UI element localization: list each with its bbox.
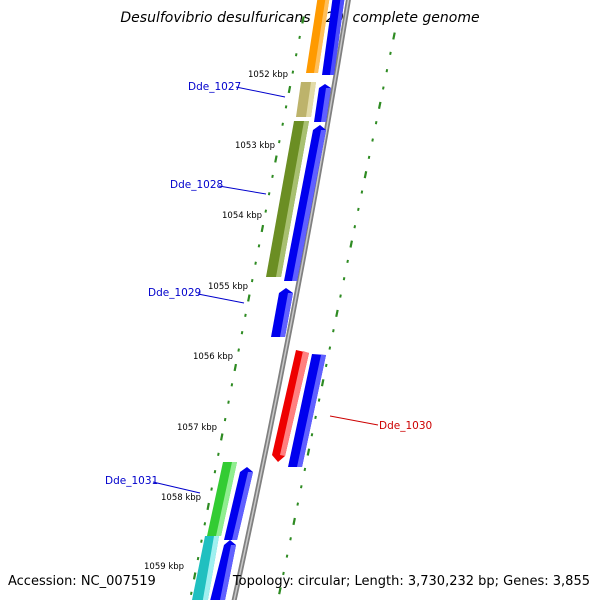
ruler-ticks-inner <box>190 16 305 595</box>
ruler-tick-outer <box>278 587 282 595</box>
ruler-tick-outer <box>363 171 368 179</box>
ruler-tick-inner <box>240 331 244 335</box>
ruler-tick-outer <box>357 207 360 212</box>
ruler-tick-outer <box>282 571 285 576</box>
ruler-tick-outer <box>296 502 300 506</box>
ruler-tick-inner <box>203 522 207 526</box>
ruler-tick-inner <box>291 70 295 74</box>
ruler-tick-inner <box>210 487 213 491</box>
ruler-tick-inner <box>294 53 298 57</box>
ruler-label: 1052 kbp <box>248 70 288 80</box>
ruler-tick-inner <box>230 383 234 387</box>
ruler-tick-outer <box>300 485 303 489</box>
ruler-tick-inner <box>206 502 210 511</box>
ruler-tick-inner <box>271 174 274 179</box>
ruler-tick-inner <box>267 192 271 196</box>
ruler-tick-inner <box>227 400 230 404</box>
ruler-tick-inner <box>287 85 292 94</box>
ruler-label: 1054 kbp <box>222 211 262 221</box>
ruler-tick-inner <box>247 294 251 302</box>
ruler-label: 1059 kbp <box>144 562 184 572</box>
ruler-tick-inner <box>278 139 281 144</box>
ruler-tick-inner <box>301 16 305 24</box>
ruler-tick-inner <box>237 348 240 352</box>
ruler-tick-inner <box>257 244 261 248</box>
ruler-label: 1055 kbp <box>208 282 248 292</box>
ruler-tick-inner <box>217 452 220 456</box>
map-title: Desulfovibrio desulfuricans G20, complet… <box>120 10 480 26</box>
ruler-tick-outer <box>346 259 349 264</box>
ruler-tick-outer <box>342 277 346 281</box>
ruler-tick-inner <box>284 105 288 109</box>
ruler-tick-outer <box>349 240 353 248</box>
ruler-tick-inner <box>274 155 278 163</box>
gene-label-leaders <box>152 86 379 494</box>
ruler-tick-inner <box>219 433 224 441</box>
ruler-tick-outer <box>292 517 296 526</box>
ruler-label: 1053 kbp <box>235 141 275 151</box>
ruler-tick-inner <box>223 417 227 422</box>
ruler-labels: 1052 kbp 1053 kbp 1054 kbp 1055 kbp 1056… <box>144 70 288 572</box>
ruler-tick-inner <box>254 261 257 265</box>
gene-label-dde-1027[interactable]: Dde_1027 <box>188 81 241 93</box>
ruler-tick-outer <box>328 346 332 350</box>
ruler-tick-outer <box>339 294 342 298</box>
gene-label-dde-1031[interactable]: Dde_1031 <box>105 475 158 487</box>
ruler-tick-outer <box>317 398 321 402</box>
ruler-tick-inner <box>281 122 284 126</box>
ruler-tick-inner <box>233 363 238 372</box>
ruler-tick-outer <box>371 138 374 142</box>
ruler-tick-inner <box>298 35 301 40</box>
ruler-label: 1056 kbp <box>193 352 233 362</box>
ruler-tick-outer <box>335 309 339 318</box>
ruler-tick-outer <box>367 155 371 160</box>
ruler-tick-inner <box>213 470 217 474</box>
ruler-tick-inner <box>244 313 247 318</box>
ruler-tick-inner <box>196 556 200 561</box>
ruler-tick-outer <box>332 329 335 333</box>
ruler-tick-outer <box>320 379 325 387</box>
gene-label-dde-1029[interactable]: Dde_1029 <box>148 287 201 299</box>
ruler-tick-outer <box>289 537 292 541</box>
ruler-tick-outer <box>374 121 378 125</box>
gene-labels: Dde_1027 Dde_1028 Dde_1029 Dde_1030 Dde_… <box>105 81 432 487</box>
ruler-tick-outer <box>303 467 307 472</box>
ruler-tick-outer <box>377 101 382 109</box>
ruler-ticks-outer <box>278 32 396 595</box>
ruler-tick-inner <box>250 278 254 283</box>
feature-layer <box>192 0 345 600</box>
ruler-tick-inner <box>200 539 203 543</box>
ruler-tick-outer <box>310 433 314 437</box>
ruler-tick-inner <box>264 209 268 213</box>
ruler-tick-inner <box>192 572 197 580</box>
ruler-tick-outer <box>382 86 385 90</box>
ruler-tick-outer <box>360 190 364 194</box>
gene-label-dde-1028[interactable]: Dde_1028 <box>170 179 223 191</box>
ruler-label: 1058 kbp <box>161 493 201 503</box>
ruler-tick-outer <box>314 415 317 420</box>
ruler-tick-outer <box>324 363 328 368</box>
ruler-tick-outer <box>385 69 389 73</box>
gene-label-dde-1030[interactable]: Dde_1030 <box>379 420 432 432</box>
ruler-tick-outer <box>285 554 289 558</box>
accession-text: Accession: NC_007519 <box>8 574 156 589</box>
ruler-tick-inner <box>190 591 193 595</box>
ruler-tick-outer <box>389 51 392 56</box>
ruler-label: 1057 kbp <box>177 423 217 433</box>
genome-summary-text: Topology: circular; Length: 3,730,232 bp… <box>232 574 590 589</box>
ruler-tick-outer <box>306 448 311 456</box>
ruler-tick-outer <box>392 32 396 40</box>
ruler-tick-inner <box>260 224 265 233</box>
ruler-tick-outer <box>353 225 357 229</box>
